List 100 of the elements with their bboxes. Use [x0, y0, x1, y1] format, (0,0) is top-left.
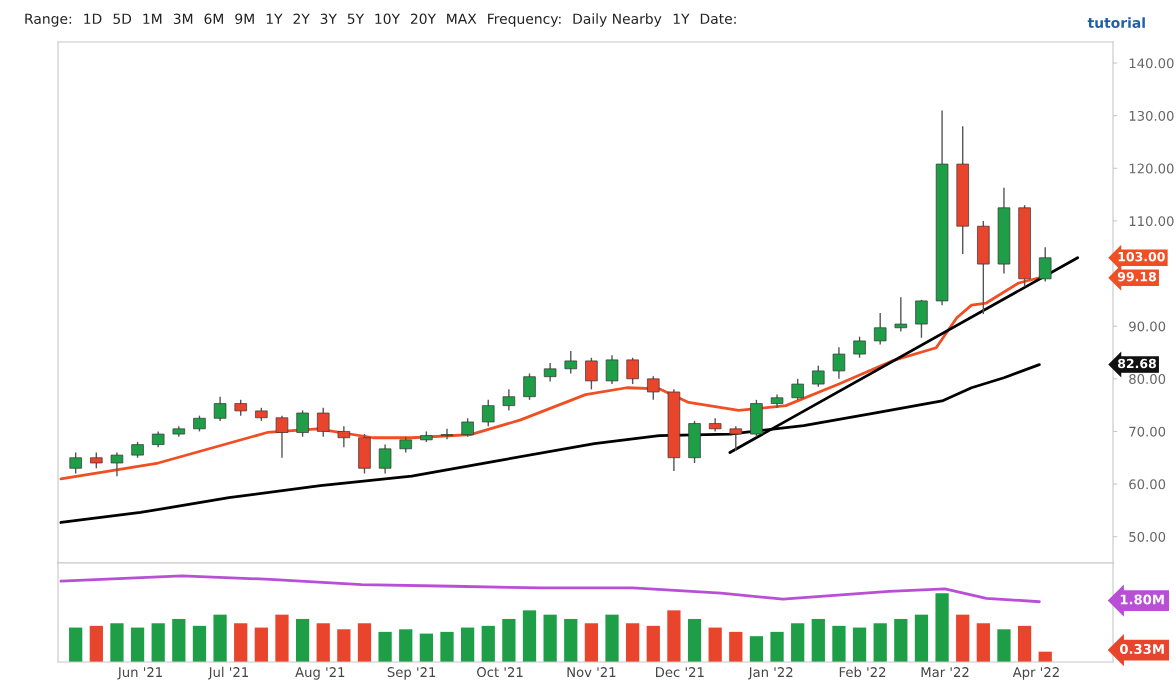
text: MAX	[447, 13, 477, 24]
bar	[832, 625, 846, 662]
text: 82.68	[1117, 358, 1156, 369]
bar	[522, 610, 537, 662]
text: 5Y	[347, 13, 365, 25]
y-tick-label: 80.00	[1129, 374, 1166, 385]
bar	[460, 627, 475, 662]
candlestick	[729, 425, 743, 452]
bar	[791, 623, 805, 662]
bar	[914, 614, 929, 662]
text: 1.80M	[1120, 594, 1164, 605]
bar	[378, 631, 392, 662]
candlestick	[873, 312, 887, 346]
bar	[172, 618, 186, 662]
candlestick	[461, 417, 474, 438]
candlestick	[791, 378, 804, 401]
bar	[997, 629, 1011, 662]
bar	[584, 623, 599, 662]
text: 1Y	[673, 13, 690, 24]
bar	[667, 610, 681, 662]
candlestick	[482, 399, 495, 427]
text: 1M	[143, 13, 162, 24]
candlestick	[440, 428, 454, 441]
candlestick	[564, 350, 578, 375]
bar	[770, 631, 784, 662]
text: 3Y	[320, 13, 337, 25]
bar	[234, 623, 248, 662]
bar	[976, 623, 990, 662]
x-tick-label: Sep '21	[387, 667, 436, 680]
bar	[852, 627, 867, 662]
text: 0.33M	[1119, 643, 1164, 654]
bar	[811, 618, 825, 662]
bar	[337, 629, 351, 662]
candlestick	[213, 396, 227, 422]
candlestick	[523, 372, 536, 401]
bar	[729, 631, 743, 662]
bar	[502, 618, 516, 662]
candlestick	[337, 425, 351, 448]
candlestick	[915, 299, 928, 339]
bar	[440, 631, 454, 662]
bar	[1017, 625, 1032, 662]
text: Date:	[700, 13, 736, 25]
bar	[399, 629, 413, 662]
y-tick-label: 130.00	[1129, 110, 1174, 121]
bar	[708, 627, 722, 662]
candlestick	[69, 451, 82, 475]
bar	[89, 625, 103, 662]
bar	[543, 614, 557, 662]
candlestick	[502, 388, 516, 412]
candlestick	[853, 336, 866, 359]
bar	[275, 614, 289, 662]
text: 3M	[173, 13, 193, 25]
bar	[192, 625, 207, 662]
bar	[295, 618, 310, 662]
x-tick-label: Feb '22	[839, 666, 886, 678]
x-tick-label: Jul '21	[207, 666, 248, 680]
bar	[419, 633, 433, 662]
bar	[316, 623, 330, 662]
y-tick-label: 50.00	[1129, 531, 1166, 542]
bar	[605, 614, 619, 662]
text: 1Y	[266, 13, 283, 24]
y-tick-label: 120.00	[1129, 163, 1174, 174]
candlestick	[894, 296, 908, 333]
candlestick	[110, 451, 124, 477]
bar	[935, 593, 949, 662]
bar	[110, 623, 124, 662]
x-tick-label: Nov '21	[567, 667, 616, 678]
bar	[687, 618, 702, 662]
y-tick-label: 140.00	[1129, 58, 1174, 69]
bar	[357, 623, 372, 662]
text: 10Y	[375, 13, 401, 25]
text: 6M	[204, 13, 223, 25]
text: tutorial	[1087, 17, 1145, 29]
y-tick-label: 90.00	[1129, 321, 1166, 332]
text: 103.00	[1118, 251, 1165, 262]
candlestick	[296, 409, 309, 438]
bar	[254, 627, 268, 662]
x-tick-label: Jan '22	[748, 667, 793, 680]
text: 5D	[113, 13, 132, 25]
bar	[564, 618, 578, 662]
candlestick	[275, 414, 289, 459]
candlestick	[812, 364, 825, 388]
y-tick-label: 70.00	[1129, 426, 1166, 437]
bar	[626, 623, 640, 662]
text: 2Y	[293, 13, 310, 24]
y-tick-label: 60.00	[1129, 479, 1166, 490]
candlestick	[832, 346, 846, 380]
text: 20Y	[410, 13, 437, 25]
bar	[213, 614, 227, 662]
text: Daily Nearby	[573, 13, 662, 27]
candlestick	[378, 443, 392, 475]
candlestick	[316, 407, 330, 438]
bar	[151, 623, 165, 662]
x-tick-label: Apr '22	[1012, 667, 1059, 680]
bar	[646, 625, 660, 662]
candlestick	[1038, 246, 1052, 283]
bar	[130, 627, 145, 662]
bar	[894, 618, 908, 662]
x-tick-label: Mar '22	[921, 667, 969, 678]
candlestick	[543, 362, 557, 383]
